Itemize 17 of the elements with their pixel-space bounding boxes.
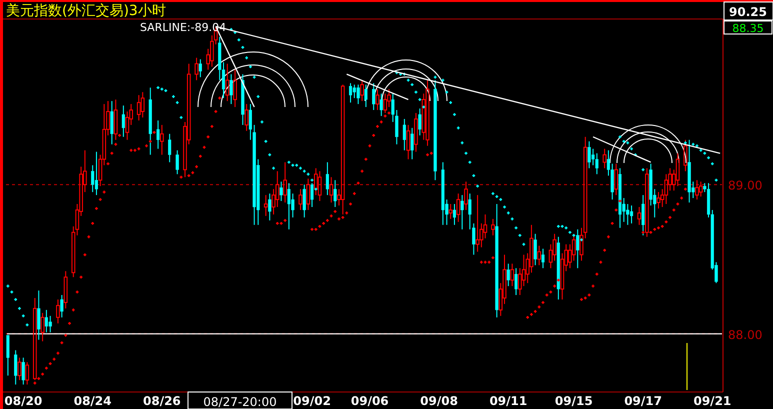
x-tick-label: 09/11 (489, 394, 528, 408)
x-tick-label: 08/24 (74, 394, 112, 408)
x-tick-label: 09/17 (624, 394, 662, 408)
x-tick-label: 09/02 (293, 394, 331, 408)
x-tick-label: 08/20 (4, 394, 42, 408)
x-tick-label: 09/06 (350, 394, 389, 408)
y-tick-label: 89.00 (728, 178, 762, 193)
x-tick-label: 08/26 (143, 394, 181, 408)
x-tick-label: 09/21 (693, 394, 732, 408)
annotation: SARLINE:-89.04 (140, 21, 226, 34)
text: 90.25 (729, 5, 767, 19)
x-tick-label: 09/15 (554, 394, 593, 408)
x-tick-label: 09/08 (420, 394, 458, 408)
y-tick-label: 88.00 (728, 328, 762, 342)
text: 08/27-20:00 (203, 395, 277, 409)
chart-title: 美元指数(外汇交易)3小时 (6, 3, 166, 19)
text: 88.35 (732, 22, 764, 35)
